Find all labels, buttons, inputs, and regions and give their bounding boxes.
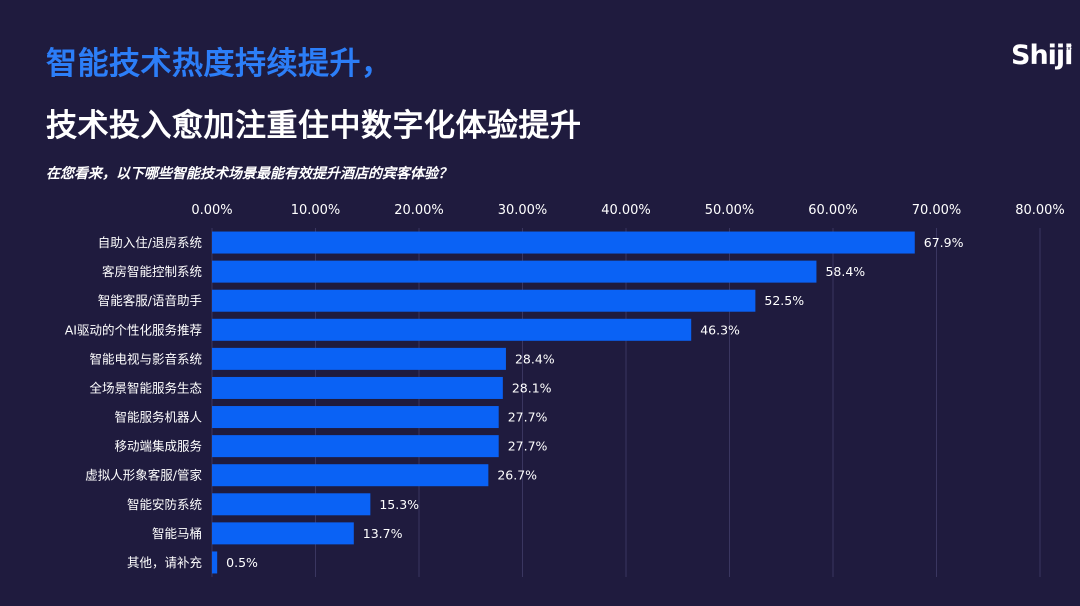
data-label: 28.4% [515, 351, 555, 366]
headline-line-1: 智能技术热度持续提升， [46, 46, 393, 82]
data-label: 13.7% [363, 526, 403, 541]
x-axis-ticks: 0.00% 10.00% 20.00% 30.00% 40.00% 50.00% 60.00… [191, 203, 1064, 218]
data-label: 58.4% [825, 264, 865, 279]
shiji-logo: Shiji [1011, 40, 1073, 71]
category-label: 智能马桶 [152, 526, 202, 541]
category-label: 自助入住/退房系统 [98, 235, 202, 250]
data-label: 0.5% [226, 555, 258, 570]
category-label: 智能服务机器人 [114, 410, 202, 425]
bar [212, 406, 499, 429]
bar [212, 376, 503, 399]
bar [212, 522, 354, 545]
x-tick-label: 10.00% [291, 203, 341, 218]
data-label: 26.7% [497, 468, 537, 483]
x-tick-label: 0.00% [191, 203, 232, 218]
category-label: 智能客服/语音助手 [98, 293, 202, 308]
bar [212, 551, 218, 574]
x-tick-label: 40.00% [601, 203, 651, 218]
category-label: AI驱动的个性化服务推荐 [65, 322, 202, 337]
x-tick-label: 70.00% [912, 203, 962, 218]
category-label: 虚拟人形象客服/管家 [85, 468, 202, 483]
data-label: 67.9% [924, 235, 964, 250]
value-labels: 67.9% 58.4% 52.5% 46.3% 28.4% 28.1% 27.7% 27.7%… [226, 235, 963, 570]
x-tick-label: 60.00% [808, 203, 858, 218]
bar [212, 435, 499, 458]
bar [212, 493, 371, 516]
bar [212, 347, 506, 370]
chart-bars [212, 231, 915, 574]
category-label: 智能电视与影音系统 [89, 351, 202, 366]
x-tick-label: 50.00% [705, 203, 755, 218]
data-label: 46.3% [700, 322, 740, 337]
x-tick-label: 80.00% [1015, 203, 1065, 218]
data-label: 27.7% [508, 410, 548, 425]
x-tick-label: 20.00% [394, 203, 444, 218]
headline-line-2: 技术投入愈加注重住中数字化体验提升 [46, 108, 582, 144]
category-label: 智能安防系统 [127, 497, 202, 512]
category-label: 客房智能控制系统 [102, 264, 202, 279]
data-label: 52.5% [764, 293, 804, 308]
bar [212, 318, 692, 341]
logo-dots-icon [1066, 44, 1072, 50]
data-label: 28.1% [512, 380, 552, 395]
category-label: 移动端集成服务 [114, 439, 202, 454]
category-label: 全场景智能服务生态 [89, 380, 202, 395]
bar [212, 231, 915, 254]
bar [212, 260, 817, 283]
bar [212, 464, 489, 487]
data-label: 15.3% [379, 497, 419, 512]
survey-question: 在您看来，以下哪些智能技术场景最能有效提升酒店的宾客体验？ [46, 166, 452, 182]
x-tick-label: 30.00% [498, 203, 548, 218]
chart-gridlines [211, 228, 1041, 577]
data-label: 27.7% [508, 439, 548, 454]
bar [212, 289, 756, 312]
category-label: 其他，请补充 [127, 555, 202, 570]
